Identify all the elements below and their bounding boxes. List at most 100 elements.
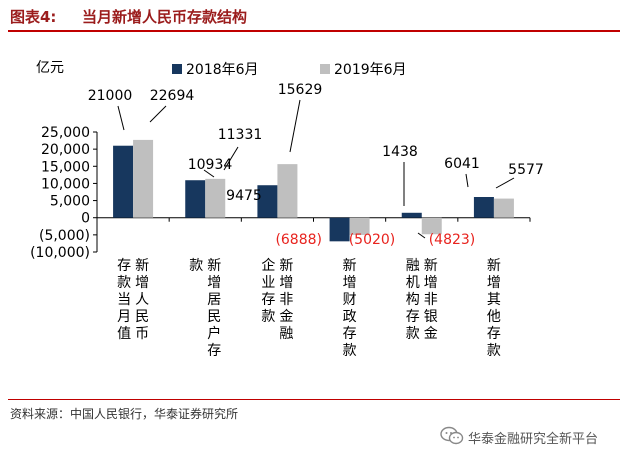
category-label-c1-l2: 当 xyxy=(117,292,131,308)
bar-s1-c3 xyxy=(257,185,278,218)
legend-swatch-1 xyxy=(172,64,182,74)
y-tick-label: 15,000 xyxy=(41,159,90,175)
category-label-c5-l1: 增 xyxy=(424,275,438,291)
category-label-c6-l1: 款 xyxy=(487,343,501,359)
category-label-c6-l1: 存 xyxy=(487,326,501,342)
category-label-c2-l1: 户 xyxy=(207,325,221,342)
leader-line-s1-c2 xyxy=(203,169,215,178)
category-label-c5-l2: 构 xyxy=(406,292,420,308)
category-label-c1-l1: 新 xyxy=(135,258,149,274)
category-label-c5-l2: 融 xyxy=(406,258,420,274)
category-label-c6-l1: 新 xyxy=(487,258,501,274)
bar-s1-c4 xyxy=(329,217,350,242)
leader-line-s2-c1 xyxy=(149,105,167,123)
watermark: 华泰金融研究全新平台 xyxy=(440,426,630,448)
data-label-s1-c2: 10934 xyxy=(188,157,233,173)
bar-chart: 亿元 2018年6月 2019年6月 25,00020,00015,00010,000… xyxy=(30,60,544,359)
category-label-c1-l2: 款 xyxy=(117,275,131,291)
category-label-c3-l2: 业 xyxy=(261,275,275,291)
category-label-c4-l1: 政 xyxy=(343,309,357,325)
data-label-s1-c3: 9475 xyxy=(226,188,262,204)
category-label-c1-l2: 月 xyxy=(117,309,131,325)
leader-line-s2-c3 xyxy=(289,99,301,153)
bar-s1-c2 xyxy=(185,180,206,218)
data-label-s1-c4: (6888) xyxy=(275,232,322,248)
data-label-s1-c5: 1438 xyxy=(382,144,418,160)
bar-s2-c6 xyxy=(493,198,514,218)
category-label-c2-l1: 民 xyxy=(207,309,221,325)
category-label-c4-l1: 财 xyxy=(343,292,357,308)
category-label-c5-l1: 银 xyxy=(424,309,438,325)
category-label-c1-l2: 值 xyxy=(117,326,131,342)
watermark-text: 华泰金融研究全新平台 xyxy=(468,432,599,447)
category-label-c2-l1: 增 xyxy=(207,275,221,291)
category-label-c3-l2: 款 xyxy=(261,309,275,325)
data-label-s1-c6: 6041 xyxy=(444,156,480,172)
category-label-c1-l2: 存 xyxy=(117,258,131,274)
bar-s2-c4 xyxy=(349,217,370,235)
leader-line-s1-c6 xyxy=(465,173,469,188)
y-tick-label: 25,000 xyxy=(41,125,90,141)
category-label-c3-l1: 金 xyxy=(279,309,293,325)
category-label-c6-l1: 他 xyxy=(487,309,501,325)
category-label-c6-l1: 增 xyxy=(487,275,501,291)
category-label-c5-l2: 存 xyxy=(406,309,420,325)
data-label-s2-c4: (5020) xyxy=(349,232,396,248)
category-label-c3-l1: 新 xyxy=(279,258,293,274)
legend-label-1: 2018年6月 xyxy=(186,62,259,78)
y-tick-label: 20,000 xyxy=(41,142,90,158)
data-label-s2-c3: 15629 xyxy=(278,82,323,98)
bar-s2-c2 xyxy=(205,178,226,218)
category-label-c3-l1: 非 xyxy=(279,292,293,308)
bar-s1-c5 xyxy=(401,212,422,218)
category-label-c3-l2: 企 xyxy=(261,257,275,274)
category-label-c5-l1: 非 xyxy=(424,292,438,308)
data-label-s2-c5: (4823) xyxy=(429,232,476,248)
category-label-c2-l1: 居 xyxy=(207,292,221,308)
data-label-s2-c2: 11331 xyxy=(218,127,263,143)
category-label-c1-l1: 增 xyxy=(135,275,149,291)
category-label-c1-l1: 人 xyxy=(135,292,149,308)
category-label-c5-l1: 金 xyxy=(424,326,438,342)
category-label-c6-l1: 其 xyxy=(487,292,501,308)
bar-s1-c6 xyxy=(473,197,494,218)
figure-header: 图表4: 当月新增人民币存款结构 xyxy=(4,4,624,28)
figure-number: 图表4: xyxy=(10,8,57,26)
data-label-s1-c1: 21000 xyxy=(88,88,133,104)
category-label-c4-l1: 增 xyxy=(343,275,357,291)
bar-s2-c1 xyxy=(133,139,154,218)
category-label-c5-l2: 款 xyxy=(406,326,420,342)
y-tick-label: 0 xyxy=(81,211,90,227)
y-tick-label: 10,000 xyxy=(41,176,90,192)
leader-line-s2-c5 xyxy=(417,232,426,239)
category-label-c3-l1: 增 xyxy=(279,275,293,291)
y-tick-label: 5,000 xyxy=(50,194,90,210)
bar-s2-c5 xyxy=(421,217,442,235)
leader-line-s1-c1 xyxy=(117,105,125,131)
y-tick-label: (5,000) xyxy=(39,228,90,244)
category-label-c3-l1: 融 xyxy=(279,326,293,342)
data-label-s2-c1: 22694 xyxy=(150,88,195,104)
legend-label-2: 2019年6月 xyxy=(334,62,407,78)
category-label-c4-l1: 存 xyxy=(343,326,357,342)
category-label-c2-l1: 存 xyxy=(207,343,221,359)
category-label-c3-l2: 存 xyxy=(261,292,275,308)
y-tick-label: (10,000) xyxy=(30,245,90,261)
y-unit-label: 亿元 xyxy=(36,60,64,76)
category-label-c5-l1: 新 xyxy=(424,258,438,274)
category-label-c1-l1: 币 xyxy=(135,326,149,342)
category-label-c1-l1: 民 xyxy=(135,309,149,325)
category-label-c4-l1: 款 xyxy=(343,343,357,359)
category-label-c5-l2: 机 xyxy=(406,275,420,291)
wechat-icon xyxy=(440,426,464,445)
data-label-s2-c6: 5577 xyxy=(508,162,544,178)
title-divider xyxy=(8,30,620,32)
bar-s1-c1 xyxy=(113,145,134,218)
category-label-c4-l1: 新 xyxy=(343,258,357,274)
figure-title: 当月新增人民币存款结构 xyxy=(82,8,248,26)
category-label-c2-l1: 新 xyxy=(207,258,221,274)
bar-s2-c3 xyxy=(277,164,298,218)
category-label-c2-l2: 款 xyxy=(189,258,203,274)
leader-line-s2-c6 xyxy=(495,177,515,189)
legend-swatch-2 xyxy=(320,64,330,74)
